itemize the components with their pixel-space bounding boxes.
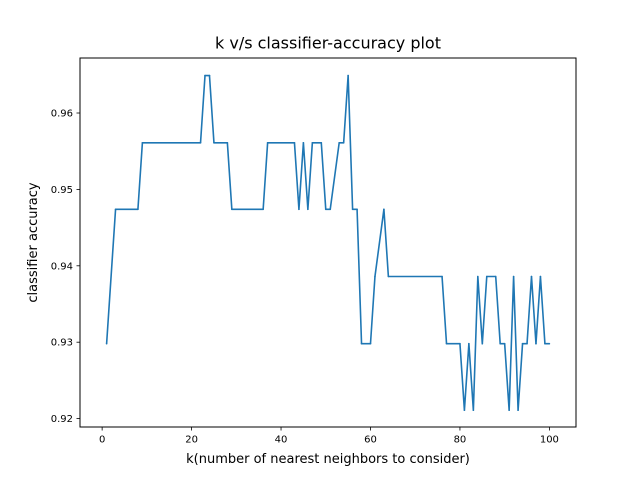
data-point xyxy=(499,342,501,345)
data-point xyxy=(517,409,519,411)
data-point xyxy=(530,275,533,278)
x-tick-label: 80 xyxy=(454,435,467,446)
x-tick-label: 40 xyxy=(275,435,288,446)
data-point xyxy=(226,142,229,144)
data-point xyxy=(539,275,542,278)
data-point xyxy=(360,342,363,345)
data-point xyxy=(472,409,475,411)
data-point xyxy=(535,342,537,345)
data-point xyxy=(231,208,233,211)
data-point xyxy=(512,275,515,278)
x-tick-label: 20 xyxy=(185,435,198,446)
data-point xyxy=(262,208,264,211)
plot-area xyxy=(79,57,577,428)
data-point xyxy=(208,74,211,77)
data-point xyxy=(293,142,296,144)
chart-title: k v/s classifier-accuracy plot xyxy=(215,34,441,53)
data-point xyxy=(298,208,300,211)
data-point xyxy=(374,275,376,278)
data-point xyxy=(342,142,345,144)
data-point xyxy=(114,208,117,211)
data-point xyxy=(383,208,385,211)
data-point xyxy=(324,208,327,211)
data-point xyxy=(141,142,144,144)
data-point xyxy=(213,142,215,144)
y-axis: 0.92 0.93 0.94 0.95 0.96 xyxy=(51,109,80,425)
data-point xyxy=(311,142,314,144)
y-tick-label: 0.95 xyxy=(51,185,73,196)
series-points xyxy=(105,74,551,411)
data-point xyxy=(307,208,309,211)
data-point xyxy=(266,142,269,144)
data-point xyxy=(302,142,305,144)
y-axis-label: classifier accuracy xyxy=(26,182,41,303)
data-point xyxy=(548,342,551,345)
y-tick-label: 0.92 xyxy=(51,414,73,425)
data-point xyxy=(441,275,443,278)
x-axis-label: k(number of nearest neighbors to conside… xyxy=(186,452,470,467)
y-tick-label: 0.96 xyxy=(51,109,73,120)
data-point xyxy=(481,342,484,345)
data-point xyxy=(526,342,528,345)
x-tick-label: 0 xyxy=(99,435,105,446)
data-point xyxy=(351,208,354,211)
data-point xyxy=(387,275,390,278)
x-tick-label: 100 xyxy=(540,435,559,446)
x-tick-label: 60 xyxy=(364,435,377,446)
data-point xyxy=(369,342,372,345)
y-tick-label: 0.93 xyxy=(51,338,73,349)
data-point xyxy=(445,342,448,345)
data-point xyxy=(494,275,497,278)
data-point xyxy=(329,208,332,211)
data-point xyxy=(320,142,323,144)
data-point xyxy=(356,208,358,211)
data-point xyxy=(468,342,470,345)
data-point xyxy=(338,142,340,144)
data-point xyxy=(485,275,488,278)
data-point xyxy=(137,208,139,211)
data-point xyxy=(105,342,108,345)
data-point xyxy=(459,342,461,345)
accuracy-series-line xyxy=(105,74,550,411)
data-point xyxy=(521,342,524,345)
data-point xyxy=(508,409,510,411)
data-point xyxy=(347,74,349,77)
data-point xyxy=(463,409,466,411)
data-point xyxy=(503,342,506,345)
data-point xyxy=(544,342,546,345)
data-point xyxy=(204,74,206,77)
x-axis: 0 20 40 60 80 100 xyxy=(99,427,559,446)
y-tick-label: 0.94 xyxy=(51,261,73,272)
data-point xyxy=(199,142,202,144)
data-point xyxy=(477,275,479,278)
